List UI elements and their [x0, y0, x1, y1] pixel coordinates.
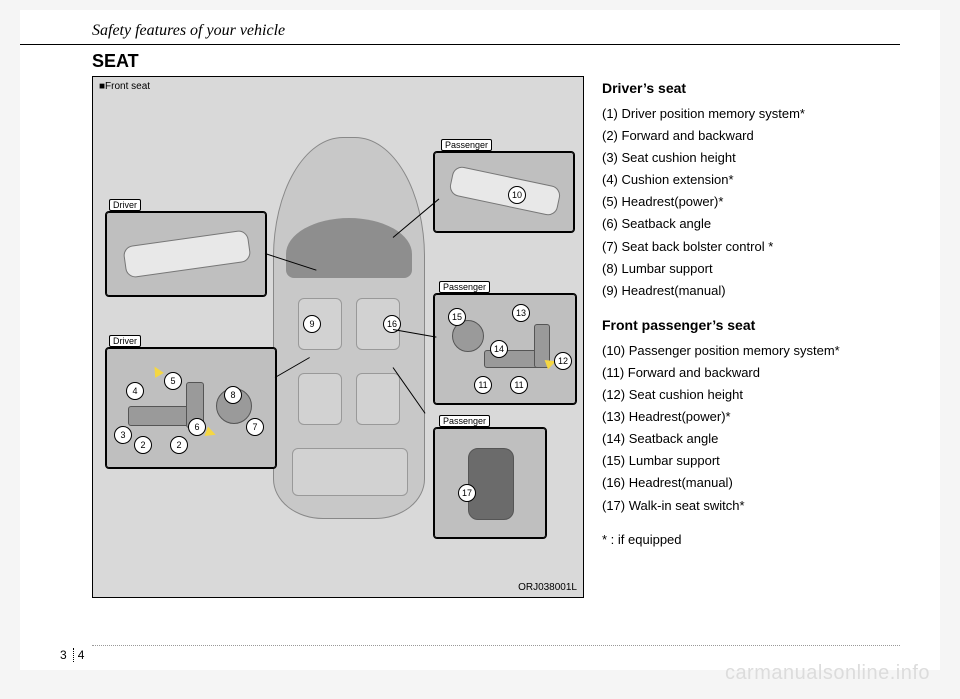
badge-2b: 2 — [170, 436, 188, 454]
badge-9: 9 — [303, 315, 321, 333]
footer-dotted-rule — [92, 645, 900, 646]
badge-7: 7 — [246, 418, 264, 436]
car-seat-third-row — [292, 448, 408, 496]
driver-item-5: (5) Headrest(power)* — [602, 192, 900, 212]
badge-8: 8 — [224, 386, 242, 404]
passenger-item-11: (11) Forward and backward — [602, 363, 900, 383]
driver-item-3: (3) Seat cushion height — [602, 148, 900, 168]
label-passenger-3: Passenger — [439, 415, 490, 427]
badge-2a: 2 — [134, 436, 152, 454]
passenger-item-10: (10) Passenger position memory system* — [602, 341, 900, 361]
car-seat-rear-left — [298, 373, 342, 425]
chapter-number: 3 — [60, 648, 74, 662]
driver-item-1: (1) Driver position memory system* — [602, 104, 900, 124]
car-windshield — [286, 218, 412, 278]
callout-walkin-switch: 17 — [433, 427, 547, 539]
label-driver-2: Driver — [109, 335, 141, 347]
arrow-icon — [205, 427, 218, 440]
badge-6: 6 — [188, 418, 206, 436]
memory-button-strip — [122, 229, 251, 278]
driver-item-2: (2) Forward and backward — [602, 126, 900, 146]
page-number-value: 4 — [78, 648, 85, 662]
running-head: Safety features of your vehicle — [20, 10, 900, 45]
passenger-item-16: (16) Headrest(manual) — [602, 473, 900, 493]
driver-item-4: (4) Cushion extension* — [602, 170, 900, 190]
driver-item-8: (8) Lumbar support — [602, 259, 900, 279]
passenger-item-12: (12) Seat cushion height — [602, 385, 900, 405]
callout-passenger-controls: 11 11 12 13 14 15 — [433, 293, 577, 405]
badge-10: 10 — [508, 186, 526, 204]
label-passenger-1: Passenger — [441, 139, 492, 151]
footnote-if-equipped: * : if equipped — [602, 530, 900, 550]
badge-13: 13 — [512, 304, 530, 322]
badge-11a: 11 — [474, 376, 492, 394]
passenger-item-15: (15) Lumbar support — [602, 451, 900, 471]
page-number: 34 — [60, 648, 84, 662]
badge-12: 12 — [554, 352, 572, 370]
text-column: Driver’s seat (1) Driver position memory… — [602, 76, 900, 598]
driver-slide-control — [128, 406, 190, 426]
figure-code: ORJ038001L — [518, 582, 577, 593]
label-passenger-2: Passenger — [439, 281, 490, 293]
driver-item-6: (6) Seatback angle — [602, 214, 900, 234]
passenger-item-13: (13) Headrest(power)* — [602, 407, 900, 427]
passenger-item-14: (14) Seatback angle — [602, 429, 900, 449]
badge-14: 14 — [490, 340, 508, 358]
car-seat-rear-right — [356, 373, 400, 425]
driver-seat-heading: Driver’s seat — [602, 78, 900, 100]
section-title: SEAT — [92, 51, 940, 72]
badge-15: 15 — [448, 308, 466, 326]
arrow-icon — [150, 364, 164, 378]
label-driver-1: Driver — [109, 199, 141, 211]
passenger-memory-strip — [448, 165, 562, 217]
car-top-view — [273, 137, 425, 519]
badge-17: 17 — [458, 484, 476, 502]
passenger-seat-heading: Front passenger’s seat — [602, 315, 900, 337]
driver-item-7: (7) Seat back bolster control * — [602, 237, 900, 257]
badge-4: 4 — [126, 382, 144, 400]
badge-5: 5 — [164, 372, 182, 390]
walkin-switch-panel — [468, 448, 514, 520]
callout-passenger-memory: 10 — [433, 151, 575, 233]
callout-driver-controls: 3 2 2 4 5 6 7 8 — [105, 347, 277, 469]
content-row: ■Front seat 9 16 Driver Passenger — [20, 76, 940, 598]
seat-diagram-figure: ■Front seat 9 16 Driver Passenger — [92, 76, 584, 598]
badge-11b: 11 — [510, 376, 528, 394]
passenger-item-17: (17) Walk-in seat switch* — [602, 496, 900, 516]
driver-item-9: (9) Headrest(manual) — [602, 281, 900, 301]
figure-label-front-seat: ■Front seat — [99, 81, 150, 92]
callout-driver-memory — [105, 211, 267, 297]
badge-3: 3 — [114, 426, 132, 444]
